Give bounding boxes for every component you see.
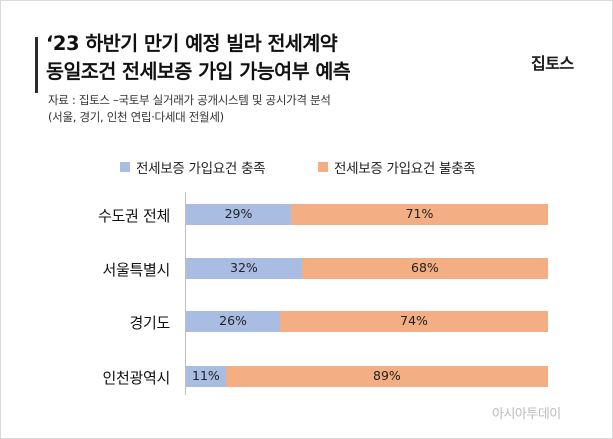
brand-logo: 집토스	[531, 54, 574, 73]
category-label: 서울특별시	[102, 261, 170, 279]
legend-swatch-met	[120, 162, 130, 172]
legend-item-unmet: 전세보증 가입요건 불충족	[318, 158, 476, 177]
bar-segment	[280, 311, 548, 332]
data-label: 74%	[400, 313, 428, 328]
chart-title: ‘23 하반기 만기 예정 빌라 전세계약 동일조건 전세보증 가입 가능여부 …	[46, 32, 351, 83]
data-label: 32%	[230, 260, 258, 275]
bar-segment	[186, 204, 291, 225]
watermark: 아시아투데이	[492, 407, 561, 422]
bar-segment	[186, 366, 226, 387]
legend-label-met: 전세보증 가입요건 충족	[136, 161, 266, 177]
bar-segment	[186, 258, 302, 279]
data-label: 26%	[219, 313, 247, 328]
legend-swatch-unmet	[318, 162, 328, 172]
legend-item-met: 전세보증 가입요건 충족	[120, 158, 266, 177]
bar-segment	[301, 258, 548, 279]
category-label: 경기도	[129, 314, 170, 332]
data-label: 11%	[192, 368, 220, 383]
source-note: 자료 : 집토스 –국토부 실거래가 공개시스템 및 공시가격 분석 (서울, …	[48, 93, 331, 124]
data-label: 68%	[411, 260, 439, 275]
data-label: 89%	[373, 368, 401, 383]
category-label: 수도권 전체	[98, 207, 170, 225]
bar-segment	[186, 311, 281, 332]
bar-segment	[225, 366, 548, 387]
category-label: 인천광역시	[102, 369, 170, 387]
data-label: 29%	[224, 206, 253, 221]
bar-segment	[290, 204, 548, 225]
category-axis-line	[185, 192, 186, 395]
title-accent-bar	[35, 37, 38, 93]
legend-label-unmet: 전세보증 가입요건 불충족	[334, 161, 476, 177]
data-label: 71%	[405, 206, 434, 221]
